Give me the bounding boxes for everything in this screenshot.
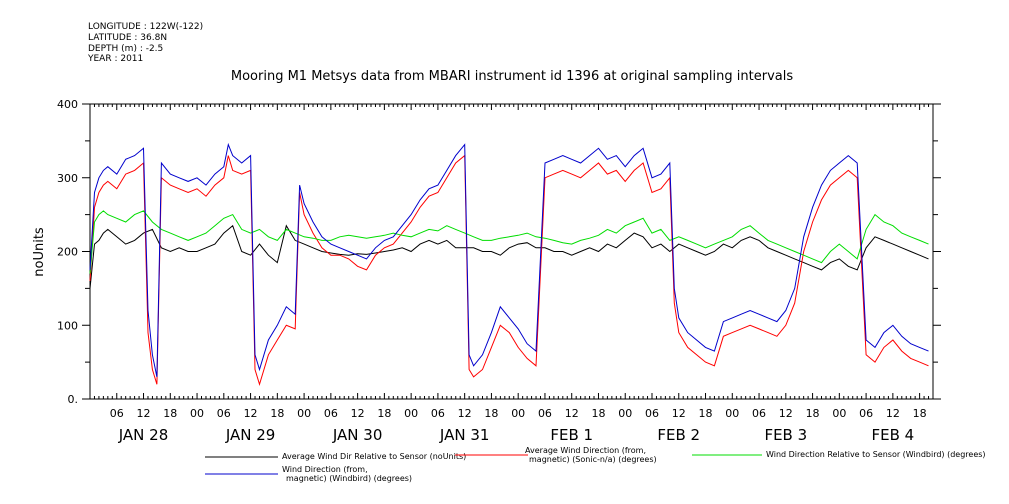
x-tick-label: 00 <box>297 407 311 420</box>
y-tick-label: 0. <box>68 393 79 406</box>
legend-label-2: Wind Direction Relative to Sensor (Windb… <box>766 450 986 459</box>
x-tick-label: 06 <box>110 407 124 420</box>
x-day-label: JAN 30 <box>332 426 383 444</box>
series-layer <box>89 142 929 387</box>
y-tick-label: 200 <box>57 246 78 259</box>
meta-longitude: LONGITUDE : 122W(-122) <box>88 22 203 32</box>
x-day-label: FEB 3 <box>764 426 807 444</box>
series-line-3 <box>89 142 929 377</box>
y-axis-label: noUnits <box>32 227 47 277</box>
x-day-label: FEB 4 <box>871 426 914 444</box>
x-tick-label: 06 <box>859 407 873 420</box>
meta-latitude: LATITUDE : 36.8N <box>88 33 167 43</box>
x-tick-label: 12 <box>886 407 900 420</box>
plot-frame <box>89 103 934 400</box>
y-tick-label: 100 <box>57 319 78 332</box>
legend-label-1a: Average Wind Direction (from, <box>525 446 646 455</box>
x-tick-label: 06 <box>645 407 659 420</box>
x-tick-label: 06 <box>217 407 231 420</box>
x-tick-label: 06 <box>431 407 445 420</box>
y-tick-label: 300 <box>57 172 78 185</box>
legend-label-3a: Wind Direction (from, <box>282 465 368 474</box>
x-tick-label: 12 <box>137 407 151 420</box>
x-day-label: JAN 29 <box>225 426 276 444</box>
x-tick-label: 00 <box>618 407 632 420</box>
x-tick-label: 12 <box>244 407 258 420</box>
meta-year: YEAR : 2011 <box>87 54 143 64</box>
x-tick-label: 12 <box>779 407 793 420</box>
x-tick-label: 18 <box>591 407 605 420</box>
x-tick-label: 18 <box>377 407 391 420</box>
x-tick-label: 18 <box>806 407 820 420</box>
series-line-1 <box>89 154 929 387</box>
x-tick-label: 00 <box>511 407 525 420</box>
axis-layer: 06 12 18 00 06 12 18 00 06 12 18 00 06 12 18 00 06 12 18 00… <box>57 98 941 444</box>
x-tick-label: 06 <box>538 407 552 420</box>
x-tick-label: 12 <box>565 407 579 420</box>
legend-label-0: Average Wind Dir Relative to Sensor (noU… <box>282 452 466 461</box>
x-tick-label: 12 <box>351 407 365 420</box>
x-tick-label: 06 <box>324 407 338 420</box>
x-tick-label: 12 <box>672 407 686 420</box>
x-tick-label: 18 <box>484 407 498 420</box>
x-tick-label: 12 <box>458 407 472 420</box>
x-tick-label: 00 <box>725 407 739 420</box>
x-tick-label: 18 <box>270 407 284 420</box>
x-day-label: JAN 31 <box>439 426 490 444</box>
x-tick-label: 06 <box>752 407 766 420</box>
chart-title: Mooring M1 Metsys data from MBARI instru… <box>231 69 793 84</box>
legend: Average Wind Dir Relative to Sensor (noU… <box>205 446 986 483</box>
series-line-0 <box>89 224 929 289</box>
x-tick-label: 18 <box>163 407 177 420</box>
x-day-label: FEB 1 <box>550 426 593 444</box>
legend-label-1b: magnetic) (Sonic-n/a) (degrees) <box>529 455 657 464</box>
x-day-label: FEB 2 <box>657 426 700 444</box>
x-tick-label: 00 <box>404 407 418 420</box>
x-tick-label: 18 <box>913 407 927 420</box>
x-tick-label: 18 <box>699 407 713 420</box>
series-line-2 <box>89 210 929 274</box>
meta-depth: DEPTH (m) : -2.5 <box>88 44 163 54</box>
legend-label-3b: magnetic) (Windbird) (degrees) <box>286 474 412 483</box>
x-tick-label: 00 <box>832 407 846 420</box>
x-tick-label: 00 <box>190 407 204 420</box>
x-day-label: JAN 28 <box>118 426 169 444</box>
y-tick-label: 400 <box>57 98 78 111</box>
